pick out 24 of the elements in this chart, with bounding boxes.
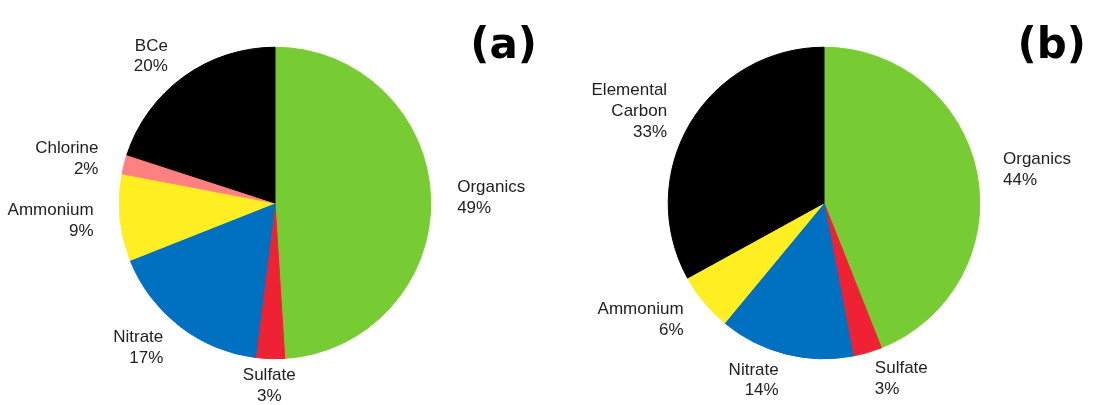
slice-label: Sulfate (874, 358, 928, 378)
data-label: 6% (659, 320, 684, 340)
slice-label: Chlorine (35, 137, 99, 157)
data-label: 20% (133, 56, 168, 76)
data-label: 49% (457, 198, 492, 218)
slice-label: Organics (1003, 148, 1072, 168)
slice-label: Elemental Carbon (591, 79, 668, 120)
chart-title: (a) (470, 19, 538, 69)
data-label: 3% (874, 378, 900, 398)
data-label: 9% (68, 221, 94, 241)
slice-label: Nitrate (728, 359, 779, 379)
slice-label: Nitrate (113, 327, 164, 347)
slice-label: Organics (457, 177, 526, 197)
slice-label: Sulfate (242, 365, 296, 385)
data-label: 44% (1003, 169, 1038, 189)
chart-title: (b) (1017, 19, 1087, 69)
slice-label: Ammonium (597, 299, 684, 319)
slice-label: Ammonium (7, 200, 94, 220)
data-label: 14% (744, 380, 779, 400)
data-label: 2% (73, 158, 99, 178)
data-label: 3% (256, 386, 282, 405)
data-label: 33% (633, 121, 668, 141)
data-label: 17% (129, 347, 164, 367)
slice-label: BCe (134, 35, 168, 55)
